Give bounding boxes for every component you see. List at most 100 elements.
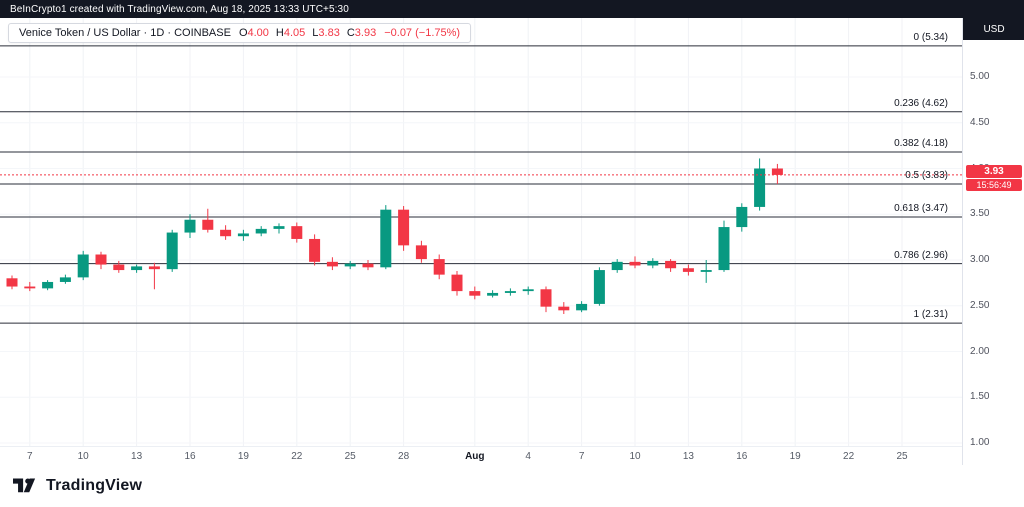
candle [6,275,18,290]
candle [309,234,321,266]
time-tick-label: 10 [77,451,89,462]
candle [148,262,160,290]
candle [77,250,89,281]
ohlc-value: 4.05 [283,27,306,39]
ohlc-label: L [312,27,319,39]
candle [487,290,499,298]
price-tick-label: 3.50 [970,208,990,220]
time-tick-label: 16 [184,451,196,462]
time-tick-label: 13 [131,451,143,462]
fib-label: 0 (5.34) [913,31,948,43]
candle [682,264,694,276]
time-tick-label: 7 [27,451,33,462]
candle [540,286,552,313]
time-tick-label: 19 [237,451,249,462]
last-price-badge: 3.93 15:56:49 [966,164,1022,191]
candle [558,302,570,314]
ohlc-item: O4.00 [239,27,269,39]
tradingview-wordmark[interactable]: TradingView [46,477,143,494]
ohlc-value: 3.83 [318,27,340,39]
candle [736,203,748,232]
fib-label: 0.382 (4.18) [894,138,948,150]
time-tick-label: 25 [344,451,356,462]
candle [326,257,338,271]
chart-region: 0 (5.34) 0.236 (4.62) 0.382 (4.18) 0.5 (3.8… [0,18,1024,465]
candle [202,208,214,233]
candle [59,274,71,284]
candle [131,264,143,273]
ohlc-item: C3.93 [347,27,376,39]
time-tick-label: Aug [465,451,485,462]
ohlc-item: L3.83 [312,27,340,39]
price-tick-label: 1.50 [970,391,990,403]
symbol-legend[interactable]: Venice Token / US Dollar · 1D · COINBASE… [8,23,472,43]
time-tick-label: 25 [896,451,908,462]
time-tick-label: 22 [843,451,855,462]
chart-plot[interactable]: 0 (5.34) 0.236 (4.62) 0.382 (4.18) 0.5 (3.8… [0,18,962,465]
candle [522,286,534,295]
time-tick-label: 4 [525,451,531,462]
candle [166,229,178,272]
currency-label: USD [963,18,1024,40]
ohlc-label: C [346,27,355,39]
tradingview-logo-icon[interactable] [13,476,39,497]
ohlc-item: H4.05 [276,27,305,39]
attribution-text: BeInCrypto1 created with TradingView.com… [10,3,349,15]
price-axis[interactable]: USD 5.004.504.003.503.002.502.001.501.00… [962,18,1024,465]
time-tick-label: 16 [736,451,748,462]
candle [362,260,374,271]
change-value: −0.07 (−1.75%) [384,27,461,39]
candle [291,222,303,243]
ohlc-values: O4.00 H4.05 L3.83 C3.93 [239,27,376,39]
price-tick-label: 4.50 [970,116,990,128]
price-tick-label: 3.00 [970,254,990,265]
time-tick-label: 19 [789,451,801,462]
candle [718,220,730,272]
candle [700,260,712,283]
candle [184,214,196,239]
candle [629,256,641,269]
ohlc-label: H [275,27,284,39]
candle [95,251,107,270]
fib-label: 1 (2.31) [913,309,948,321]
candle [576,301,588,313]
candle [344,260,356,270]
candle [504,288,516,296]
candle [415,240,427,263]
time-axis[interactable]: 7 10 13 16 19 22 25 28 Aug 4 7 10 13 16 19 22 25 [0,446,962,465]
time-tick-label: 10 [629,451,641,462]
candlestick-chart[interactable] [0,18,962,446]
price-tick-label: 5.00 [970,71,990,82]
footer-bar: TradingView [0,465,1024,507]
time-tick-label: 7 [578,451,585,462]
fib-label: 0.786 (2.96) [894,249,948,261]
last-price-value: 3.93 [966,164,1022,178]
price-tick-label: 1.00 [970,437,990,448]
candle [237,229,249,241]
countdown-timer: 15:56:49 [966,178,1022,191]
candle [754,158,766,211]
symbol-title: Venice Token / US Dollar · 1D · COINBASE [19,27,231,39]
fib-label: 0.236 (4.62) [894,97,948,109]
candle [255,226,267,237]
candle [451,270,463,296]
candle [665,259,677,272]
candle [647,258,659,269]
fib-label: 0.5 (3.83) [905,170,948,182]
candle [24,281,36,292]
candle [42,280,54,291]
ohlc-value: 3.93 [354,27,377,39]
candle [771,163,783,185]
price-tick-label: 2.00 [970,345,990,357]
attribution-bar: BeInCrypto1 created with TradingView.com… [0,0,1024,18]
candle [113,260,125,273]
ohlc-label: O [238,27,248,39]
price-tick-label: 2.50 [970,299,990,311]
candle [433,254,445,280]
candle [398,206,410,251]
candle [611,259,623,273]
candle [469,286,481,300]
candle [593,267,605,306]
candle [380,205,392,270]
